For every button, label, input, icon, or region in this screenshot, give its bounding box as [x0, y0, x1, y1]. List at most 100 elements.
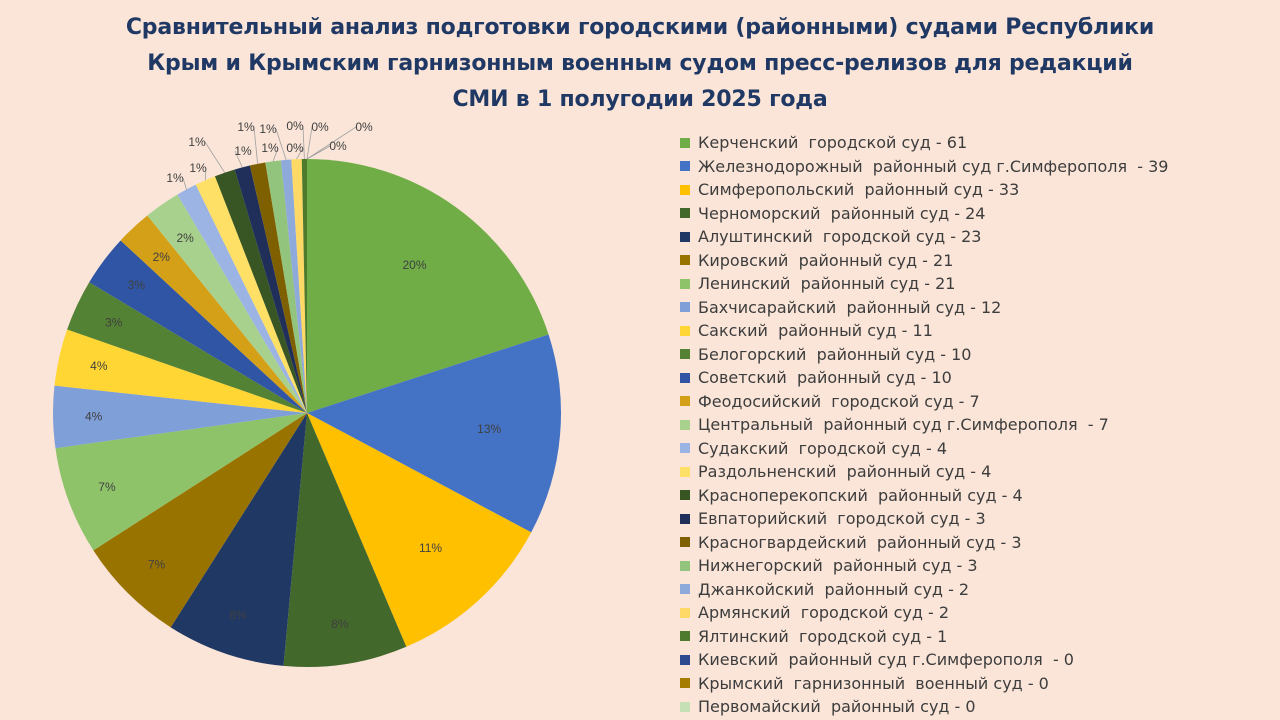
legend-item: Красноперекопский районный суд - 4	[680, 484, 1168, 508]
legend-swatch	[680, 513, 690, 524]
legend-swatch	[680, 208, 690, 219]
legend-item: Крымский гарнизонный военный суд - 0	[680, 672, 1168, 696]
pie-slice	[53, 385, 307, 449]
legend-label: Армянский городской суд - 2	[698, 603, 950, 622]
pie-slice-label: 4%	[90, 359, 108, 373]
legend-swatch	[680, 161, 690, 172]
chart-title-line: Сравнительный анализ подготовки городски…	[125, 15, 1155, 40]
legend-label: Бахчисарайский районный суд - 12	[698, 297, 1002, 317]
pie-slice	[307, 413, 532, 647]
legend-item: Первомайский районный суд - 0	[680, 695, 1168, 719]
pie-slice-label: 1%	[189, 161, 207, 175]
legend-label: Железнодорожный районный суд г.Симферопо…	[698, 156, 1169, 176]
pie-slice-label: 11%	[419, 541, 442, 555]
legend-item: Черноморский районный суд - 24	[680, 202, 1168, 226]
legend-label: Киевский районный суд г.Симферополя - 0	[698, 650, 1074, 669]
pie-slice	[280, 159, 307, 413]
legend-label: Феодосийский городской суд - 7	[698, 391, 980, 411]
legend-item: Железнодорожный районный суд г.Симферопо…	[680, 155, 1168, 179]
pie-slice-label: 1%	[234, 144, 252, 158]
legend-swatch	[680, 584, 690, 595]
chart-title-line: Крым и Крымским гарнизонным военным судо…	[147, 51, 1133, 76]
legend-swatch	[680, 137, 690, 148]
legend-swatch	[680, 231, 690, 242]
pie-leader-line	[306, 126, 313, 160]
legend-item: Нижнегорский районный суд - 3	[680, 554, 1168, 578]
legend-item: Алуштинский городской суд - 23	[680, 225, 1168, 249]
legend-item: Ялтинский городской суд - 1	[680, 625, 1168, 649]
legend-item: Ленинский районный суд - 21	[680, 272, 1168, 296]
pie-leader-line	[204, 141, 226, 173]
legend-label: Красноперекопский районный суд - 4	[698, 485, 1023, 505]
pie-slice	[54, 329, 307, 413]
pie-leader-line	[234, 150, 243, 168]
legend-item: Симферопольский районный суд - 33	[680, 178, 1168, 202]
legend-item: Красногвардейский районный суд - 3	[680, 531, 1168, 555]
pie-slice	[195, 176, 307, 413]
legend-swatch	[680, 631, 690, 642]
pie-chart: 20% 13% 11% 8% 8% 7% 7% 4% 4% 3% 3% 2% 2% 1% 1% 1% 1% 1% 1…	[53, 119, 561, 668]
legend-swatch	[680, 537, 690, 548]
legend-swatch	[680, 184, 690, 195]
pie-slice-label: 2%	[153, 250, 171, 264]
legend-label: Керченский городской суд - 61	[698, 133, 968, 152]
legend-label: Ялтинский городской суд - 1	[698, 626, 948, 646]
legend-label: Джанкойский районный суд - 2	[698, 579, 970, 599]
legend-item: Кировский районный суд - 21	[680, 249, 1168, 273]
pie-slices	[53, 159, 561, 668]
legend-label: Кировский районный суд - 21	[698, 250, 954, 270]
pie-leader-line	[296, 147, 304, 160]
legend-item: Феодосийский городской суд - 7	[680, 390, 1168, 414]
chart-title: Сравнительный анализ подготовки городски…	[60, 10, 1220, 118]
legend-label: Первомайский районный суд - 0	[698, 697, 976, 716]
legend-item: Бахчисарайский районный суд - 12	[680, 296, 1168, 320]
pie-slice-label: 1%	[188, 135, 206, 149]
pie-slice-label: 20%	[402, 258, 426, 272]
legend-item: Судакский городской суд - 4	[680, 437, 1168, 461]
chart-legend: Керченский городской суд - 61 Железнодоро…	[680, 131, 1168, 719]
pie-slice-label: 8%	[331, 617, 349, 631]
legend-label: Красногвардейский районный суд - 3	[698, 532, 1022, 552]
pie-slice-label: 4%	[85, 409, 103, 423]
pie-slice-label: 1%	[259, 122, 277, 136]
legend-label: Нижнегорский районный суд - 3	[698, 556, 978, 575]
pie-slice-label: 13%	[477, 422, 501, 436]
pie-leader-line	[306, 126, 357, 160]
pie-slice	[147, 194, 307, 413]
legend-swatch	[680, 278, 690, 289]
pie-slice-label: 0%	[286, 141, 304, 155]
pie-slice-label: 1%	[166, 171, 184, 185]
pie-slice-label: 0%	[311, 120, 329, 134]
pie-slice-label: 7%	[98, 480, 116, 494]
pie-slice-label: 0%	[355, 120, 373, 134]
pie-slice	[291, 159, 307, 413]
pie-slice	[214, 169, 307, 413]
pie-slice	[307, 334, 561, 533]
legend-swatch	[680, 325, 690, 336]
pie-leader-line	[204, 167, 207, 181]
legend-swatch	[680, 678, 690, 689]
legend-swatch	[680, 255, 690, 266]
pie-slice	[93, 413, 307, 628]
legend-label: Ленинский районный суд - 21	[698, 274, 956, 293]
legend-item: Керченский городской суд - 61	[680, 131, 1168, 155]
pie-leader-line	[272, 147, 279, 162]
legend-label: Черноморский районный суд - 24	[698, 203, 986, 223]
legend-label: Крымский гарнизонный военный суд - 0	[698, 673, 1049, 693]
legend-item: Киевский районный суд г.Симферополя - 0	[680, 648, 1168, 672]
pie-slice	[283, 413, 407, 668]
pie-slice	[307, 159, 549, 413]
pie-leader-line	[182, 177, 187, 190]
legend-label: Судакский городской суд - 4	[698, 438, 947, 458]
legend-label: Симферопольский районный суд - 33	[698, 180, 1020, 199]
legend-label: Белогорский районный суд - 10	[698, 344, 972, 364]
legend-label: Евпаторийский городской суд - 3	[698, 509, 986, 528]
legend-swatch	[680, 419, 690, 430]
pie-leader-lines	[182, 125, 357, 190]
legend-swatch	[680, 349, 690, 360]
pie-slice	[301, 159, 307, 413]
legend-label: Сакский районный суд - 11	[698, 321, 933, 340]
pie-slice	[234, 165, 307, 413]
pie-slice-label: 3%	[105, 316, 123, 330]
pie-slice	[55, 413, 307, 551]
